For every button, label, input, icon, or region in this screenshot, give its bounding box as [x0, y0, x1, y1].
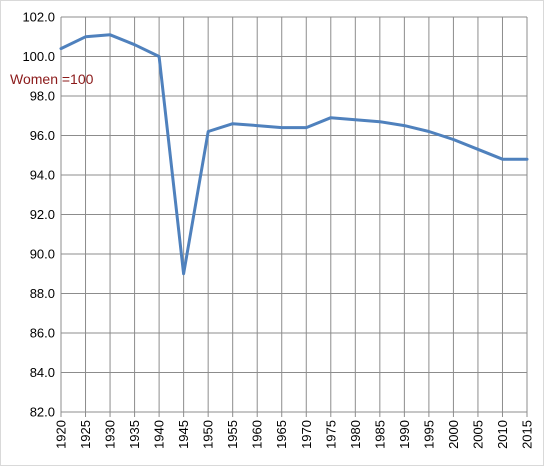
- vertical-gridlines: [60, 17, 528, 417]
- data-point: [84, 35, 87, 38]
- x-tick-label: 1965: [274, 420, 289, 449]
- data-point: [60, 47, 63, 50]
- x-axis-tick-labels: 1920 1925 1930 1935 1940 1945 1950 1955 1960 1965…: [54, 420, 535, 449]
- data-point: [256, 124, 259, 127]
- y-tick-label: 98.0: [30, 89, 55, 104]
- y-tick-label: 96.0: [30, 128, 55, 143]
- data-point: [231, 122, 234, 125]
- data-point: [501, 158, 504, 161]
- y-tick-label: 92.0: [30, 207, 55, 222]
- data-point: [207, 130, 210, 133]
- x-tick-label: 1975: [323, 420, 338, 449]
- series-line: [59, 33, 529, 276]
- chart-annotation: Women =100: [10, 71, 94, 87]
- data-point: [158, 55, 161, 58]
- data-point: [182, 272, 185, 275]
- y-tick-label: 86.0: [30, 326, 55, 341]
- data-point: [109, 33, 112, 36]
- y-tick-label: 88.0: [30, 286, 55, 301]
- y-tick-label: 100.0: [22, 49, 55, 64]
- series-layer: [59, 33, 529, 276]
- y-tick-label: 90.0: [30, 247, 55, 262]
- x-tick-label: 1945: [176, 420, 191, 449]
- data-point: [427, 130, 430, 133]
- x-tick-label: 1960: [250, 420, 265, 449]
- data-point: [452, 138, 455, 141]
- x-tick-label: 2015: [520, 420, 535, 449]
- y-tick-label: 102.0: [22, 10, 55, 25]
- y-tick-label: 82.0: [30, 405, 55, 420]
- x-tick-label: 2005: [470, 420, 485, 449]
- x-tick-label: 1950: [201, 420, 216, 449]
- x-tick-label: 1955: [225, 420, 240, 449]
- x-tick-label: 1995: [421, 420, 436, 449]
- y-axis-tick-labels: 82.0 84.0 86.0 88.0 90.0 92.0 94.0 96.0 98.0 100.…: [22, 10, 55, 420]
- x-tick-label: 1930: [103, 420, 118, 449]
- x-tick-label: 2010: [495, 420, 510, 449]
- data-point: [329, 116, 332, 119]
- x-tick-label: 1935: [127, 420, 142, 449]
- y-tick-label: 94.0: [30, 168, 55, 183]
- data-point: [403, 124, 406, 127]
- data-point: [526, 158, 529, 161]
- x-tick-label: 1970: [299, 420, 314, 449]
- data-point: [476, 148, 479, 151]
- horizontal-gridlines: [61, 16, 527, 413]
- data-point: [280, 126, 283, 129]
- data-point: [305, 126, 308, 129]
- x-tick-label: 1980: [348, 420, 363, 449]
- data-point: [354, 118, 357, 121]
- x-tick-label: 1925: [78, 420, 93, 449]
- x-tick-label: 1985: [372, 420, 387, 449]
- data-point: [133, 43, 136, 46]
- y-tick-label: 84.0: [30, 365, 55, 380]
- x-tick-label: 1940: [152, 420, 167, 449]
- x-tick-label: 1990: [397, 420, 412, 449]
- data-point: [378, 120, 381, 123]
- x-tick-label: 1920: [54, 420, 69, 449]
- x-tick-label: 2000: [446, 420, 461, 449]
